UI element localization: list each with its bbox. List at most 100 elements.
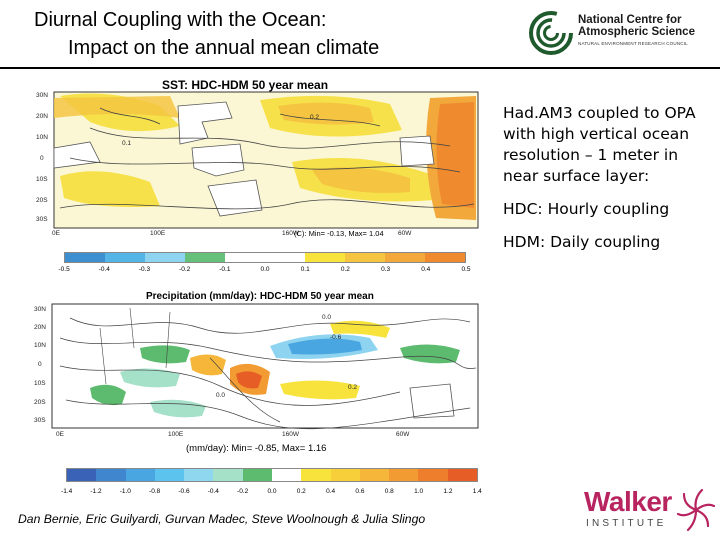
ncas-logo: National Centre for Atmospheric Science … bbox=[528, 10, 714, 58]
lon-label: 100E bbox=[168, 431, 184, 438]
sst-colorbar-segment bbox=[385, 253, 425, 262]
title-line-2: Impact on the annual mean climate bbox=[68, 37, 380, 59]
lat-label: 30N bbox=[34, 306, 46, 313]
precip-colorbar-labels: -1.4 -1.2 -1.0 -0.8 -0.6 -0.4 -0.2 0.0 0.2 0.4 0.6… bbox=[52, 488, 492, 495]
sst-colorbar-segment bbox=[225, 253, 265, 262]
precip-colorbar-label: -0.8 bbox=[149, 488, 161, 495]
precip-colorbar-segment bbox=[96, 469, 126, 481]
precip-map-plot bbox=[51, 303, 479, 430]
lat-label: 0 bbox=[40, 155, 44, 162]
precip-colorbar-segment bbox=[184, 469, 214, 481]
authors-line: Dan Bernie, Eric Guilyardi, Gurvan Madec… bbox=[18, 512, 426, 526]
precip-colorbar-segment bbox=[330, 469, 360, 481]
precip-colorbar-segment bbox=[67, 469, 97, 481]
precip-colorbar-label: 0.0 bbox=[267, 488, 277, 495]
precip-map-title: Precipitation (mm/day): HDC-HDM 50 year … bbox=[146, 291, 374, 302]
sst-colorbar-segment bbox=[105, 253, 145, 262]
lat-label: 10S bbox=[34, 380, 46, 387]
sst-colorbar-segment bbox=[185, 253, 225, 262]
precip-colorbar-segment bbox=[154, 469, 185, 481]
precip-colorbar-label: -1.4 bbox=[61, 488, 73, 495]
sst-colorbar-label: 0.5 bbox=[461, 266, 471, 273]
walker-logo: Walker INSTITUTE bbox=[582, 486, 718, 538]
sst-colorbar-label: 0.1 bbox=[300, 266, 310, 273]
lat-label: 20N bbox=[34, 324, 46, 331]
lat-label: 0 bbox=[38, 361, 42, 368]
sst-colorbar-segment bbox=[345, 253, 385, 262]
lat-label: 10N bbox=[34, 342, 46, 349]
title-divider bbox=[0, 67, 720, 69]
precip-colorbar-label: 0.2 bbox=[296, 488, 306, 495]
precip-colorbar-label: -0.4 bbox=[207, 488, 219, 495]
precip-colorbar-label: 0.6 bbox=[355, 488, 365, 495]
ncas-swirl-icon bbox=[529, 11, 573, 55]
precip-colorbar-segment bbox=[418, 469, 448, 481]
lon-label: 0E bbox=[56, 431, 64, 438]
precip-contour-label: -0.6 bbox=[330, 334, 342, 341]
sst-map-title: SST: HDC-HDM 50 year mean bbox=[162, 78, 329, 92]
precip-colorbar-label: -1.0 bbox=[119, 488, 131, 495]
precip-colorbar bbox=[66, 468, 478, 482]
precip-colorbar-segment bbox=[213, 469, 243, 481]
description-hdc: HDC: Hourly coupling bbox=[503, 200, 670, 218]
walker-name: Walker bbox=[584, 486, 672, 517]
precip-colorbar-label: 0.8 bbox=[384, 488, 394, 495]
precip-contour-label: 0.0 bbox=[216, 392, 226, 399]
precip-colorbar-segment bbox=[359, 469, 390, 481]
precip-colorbar-segment bbox=[301, 469, 331, 481]
sst-colorbar-label: 0.4 bbox=[421, 266, 431, 273]
precip-stats: (mm/day): Min= -0.85, Max= 1.16 bbox=[186, 443, 327, 454]
precip-colorbar-label: 1.0 bbox=[414, 488, 424, 495]
precip-contour-label: 0.2 bbox=[348, 384, 358, 391]
lat-label: 30N bbox=[36, 92, 48, 99]
walker-subtitle: INSTITUTE bbox=[586, 518, 667, 529]
ncas-name-line2: Atmospheric Science bbox=[578, 26, 695, 38]
sst-colorbar-labels: -0.5 -0.4 -0.3 -0.2 -0.1 0.0 0.1 0.2 0.3 0.4 0.5 bbox=[44, 266, 486, 273]
precip-colorbar-segment bbox=[389, 469, 419, 481]
lat-label: 20N bbox=[36, 113, 48, 120]
sst-stats: (C): Min= -0.13, Max= 1.04 bbox=[294, 229, 384, 238]
sst-map-plot bbox=[53, 91, 479, 229]
lat-label: 30S bbox=[34, 417, 46, 424]
sst-colorbar-label: -0.3 bbox=[138, 266, 151, 273]
lat-label: 10S bbox=[36, 176, 48, 183]
precip-contour-label: 0.0 bbox=[322, 314, 332, 321]
description-text: Had.AM3 coupled to OPA with high vertica… bbox=[503, 103, 715, 265]
lat-label: 20S bbox=[36, 197, 48, 204]
lat-label: 10N bbox=[36, 134, 48, 141]
lon-label: 100E bbox=[150, 230, 166, 237]
ncas-subtitle: NATURAL ENVIRONMENT RESEARCH COUNCIL bbox=[578, 41, 688, 46]
sst-map-figure: SST: HDC-HDM 50 year mean 30N 20N 10N 0 … bbox=[30, 78, 482, 238]
sst-colorbar-label: 0.0 bbox=[260, 266, 270, 273]
sst-colorbar-label: -0.1 bbox=[219, 266, 231, 273]
title-line-1: Diurnal Coupling with the Ocean: bbox=[34, 9, 327, 31]
precip-colorbar-segment bbox=[242, 469, 272, 481]
lon-label: 160W bbox=[282, 230, 299, 237]
sst-colorbar-label: -0.4 bbox=[98, 266, 110, 273]
lon-label: 60W bbox=[398, 230, 412, 237]
lon-label: 60W bbox=[396, 431, 410, 438]
walker-flower-icon bbox=[676, 488, 716, 532]
precip-colorbar-segment bbox=[125, 469, 155, 481]
sst-colorbar-segment bbox=[305, 253, 345, 262]
lon-label: 160W bbox=[282, 431, 299, 438]
lon-label: 0E bbox=[52, 230, 60, 237]
precip-colorbar-label: -0.6 bbox=[178, 488, 190, 495]
sst-colorbar-label: -0.5 bbox=[58, 266, 70, 273]
sst-colorbar-segment bbox=[425, 253, 465, 262]
sst-colorbar-label: 0.2 bbox=[340, 266, 350, 273]
ncas-name-line1: National Centre for bbox=[578, 14, 682, 26]
lat-label: 30S bbox=[36, 216, 48, 223]
precip-map-figure: Precipitation (mm/day): HDC-HDM 50 year … bbox=[30, 288, 482, 438]
precip-colorbar-segment bbox=[271, 469, 302, 481]
precip-colorbar-label: -0.2 bbox=[237, 488, 249, 495]
sst-contour-label: 0.1 bbox=[122, 140, 132, 147]
sst-colorbar-label: -0.2 bbox=[179, 266, 191, 273]
sst-colorbar-segment bbox=[265, 253, 305, 262]
precip-colorbar-label: 0.4 bbox=[326, 488, 336, 495]
precip-colorbar-label: 1.4 bbox=[472, 488, 482, 495]
sst-colorbar bbox=[64, 252, 466, 263]
sst-colorbar-label: 0.3 bbox=[381, 266, 391, 273]
ncas-name: National Centre for Atmospheric Science bbox=[578, 14, 695, 38]
slide-title: Diurnal Coupling with the Ocean: Impact … bbox=[34, 6, 379, 62]
